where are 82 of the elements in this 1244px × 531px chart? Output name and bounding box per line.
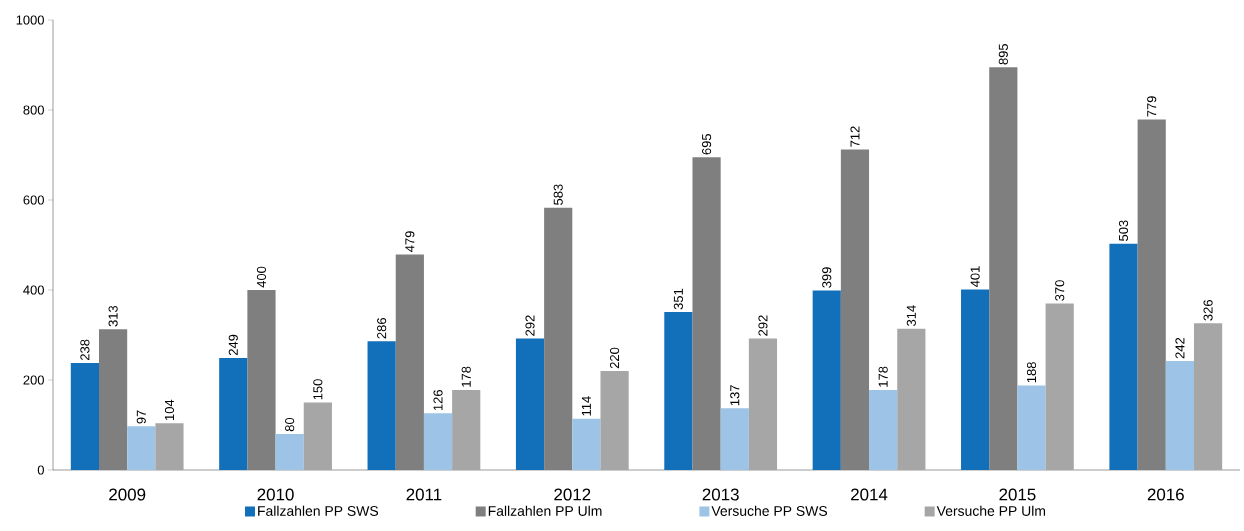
- bar: [1165, 361, 1194, 470]
- data-label: 401: [970, 266, 980, 288]
- data-label: 97: [136, 410, 146, 424]
- data-label: 286: [377, 318, 387, 339]
- y-tick-label: 200: [23, 375, 44, 385]
- y-tick-label: 400: [23, 285, 44, 295]
- data-label: 895: [998, 43, 1008, 65]
- data-label: 503: [1118, 220, 1129, 241]
- bar: [840, 149, 870, 470]
- bar: [897, 328, 926, 470]
- bar: [275, 434, 304, 470]
- bar: [664, 312, 693, 470]
- bar: [423, 413, 453, 470]
- bar: [99, 329, 128, 470]
- data-label: 188: [1026, 362, 1037, 383]
- bar: [1045, 303, 1074, 470]
- bar: [1109, 243, 1138, 470]
- bar: [989, 67, 1018, 470]
- y-tick-label: 800: [23, 105, 44, 115]
- bar: [127, 426, 156, 470]
- data-label: 150: [313, 379, 323, 400]
- legend-label: Versuche PP SWS: [711, 505, 828, 516]
- data-label: 249: [228, 334, 238, 356]
- bar: [748, 338, 778, 470]
- data-label: 326: [1203, 300, 1213, 321]
- bar: [1193, 323, 1223, 470]
- bar: [692, 157, 721, 470]
- bar: [367, 341, 396, 470]
- data-label: 314: [906, 305, 916, 326]
- bar: [1017, 385, 1046, 470]
- x-tick-label: 2009: [109, 488, 146, 501]
- data-label: 479: [405, 231, 415, 252]
- y-tick-label: 0: [37, 465, 44, 475]
- x-tick-label: 2012: [554, 488, 591, 501]
- data-label: 583: [553, 184, 563, 205]
- data-label: 126: [433, 390, 443, 411]
- data-label: 695: [701, 133, 712, 155]
- data-label: 242: [1175, 337, 1185, 359]
- data-label: 779: [1147, 96, 1157, 117]
- data-label: 114: [581, 396, 591, 416]
- x-tick-label: 2010: [257, 488, 294, 501]
- bar: [155, 423, 184, 470]
- legend-label: Versuche PP Ulm: [936, 505, 1046, 516]
- bar: [1137, 119, 1166, 470]
- y-tick-label: 600: [23, 195, 44, 205]
- bar: [720, 408, 749, 470]
- bar: [452, 389, 481, 470]
- bar: [303, 402, 332, 470]
- x-tick-label: 2015: [999, 488, 1036, 501]
- legend-label: Fallzahlen PP SWS: [258, 505, 379, 516]
- data-label: 80: [285, 417, 295, 432]
- x-tick-label: 2014: [851, 488, 888, 501]
- x-tick-label: 2011: [406, 488, 442, 501]
- data-label: 137: [730, 385, 740, 406]
- bar: [395, 254, 424, 470]
- bar: [961, 289, 990, 470]
- x-tick-label: 2016: [1147, 488, 1184, 501]
- data-label: 712: [850, 126, 860, 147]
- data-label: 351: [673, 288, 683, 310]
- bar: [869, 389, 898, 470]
- bar: [70, 362, 99, 470]
- legend-label: Fallzahlen PP Ulm: [488, 505, 602, 516]
- data-label: 178: [878, 366, 888, 387]
- data-label: 399: [822, 267, 832, 288]
- data-label: 238: [80, 339, 90, 361]
- data-label: 292: [525, 315, 535, 336]
- bar: [219, 357, 248, 470]
- data-label: 292: [758, 315, 768, 336]
- bar: [572, 418, 601, 470]
- data-label: 220: [610, 347, 620, 369]
- data-label: 104: [164, 399, 175, 421]
- data-label: 370: [1055, 280, 1065, 301]
- data-label: 400: [256, 266, 267, 288]
- data-label: 313: [108, 305, 118, 327]
- bar: [247, 290, 276, 470]
- y-tick-label: 1000: [16, 15, 44, 25]
- bar: [544, 207, 573, 470]
- bar: [600, 371, 629, 470]
- data-label: 178: [461, 366, 471, 387]
- bar: [515, 338, 545, 470]
- x-tick-label: 2013: [702, 488, 739, 501]
- bar: [812, 290, 841, 470]
